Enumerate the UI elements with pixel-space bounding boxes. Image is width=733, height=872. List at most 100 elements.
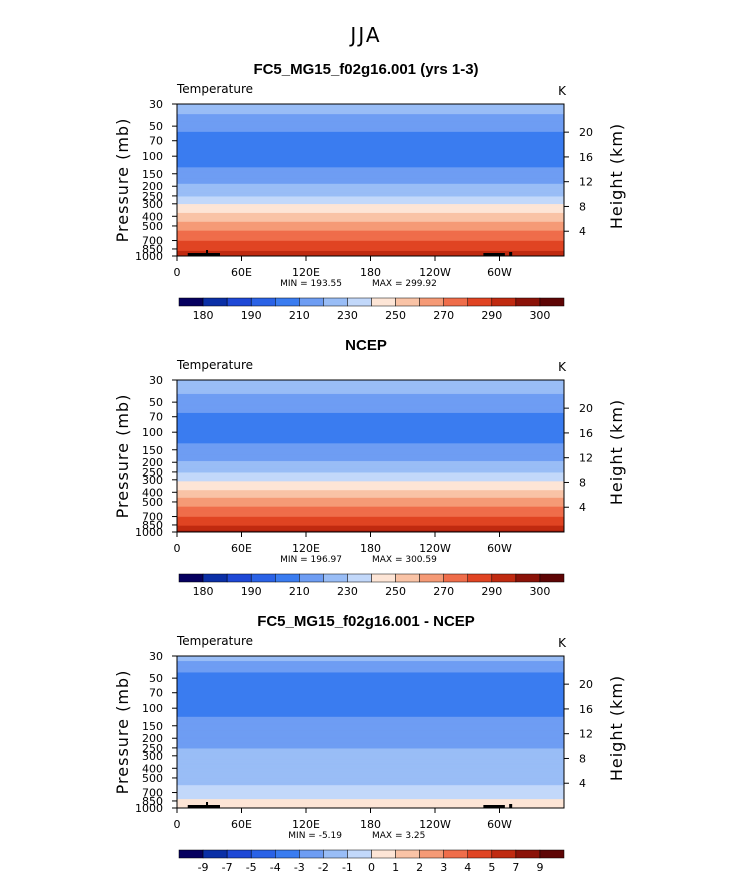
contour-band <box>177 235 564 238</box>
y-tick-label: 850 <box>142 519 163 532</box>
contour-band <box>177 671 564 674</box>
height-tick-label: 4 <box>579 501 586 514</box>
contour-band <box>177 747 564 750</box>
contour-band <box>177 395 564 398</box>
terrain-mask <box>206 802 209 808</box>
x-tick-label: 0 <box>174 542 181 555</box>
contour-band <box>177 416 564 419</box>
contour-band <box>177 715 564 718</box>
colorbar-swatch <box>395 849 420 859</box>
variable-label: Temperature <box>176 82 253 96</box>
contour-band <box>177 524 564 527</box>
contour-band <box>177 789 564 791</box>
colorbar-swatch <box>467 297 493 307</box>
contour-band <box>177 172 564 175</box>
contour-band <box>177 215 564 218</box>
contour-band <box>177 391 564 394</box>
contour-band <box>177 725 564 728</box>
contour-band <box>177 152 564 154</box>
contour-band <box>177 209 564 211</box>
x-tick-label: 120W <box>419 542 451 555</box>
x-tick-label: 120E <box>292 818 320 831</box>
y-tick-label: 300 <box>142 750 163 763</box>
x-tick-label: 120W <box>419 818 451 831</box>
contour-band <box>177 699 564 701</box>
y-tick-label: 250 <box>142 742 163 755</box>
contour-band <box>177 718 564 720</box>
contour-band <box>177 472 564 475</box>
variable-label: Temperature <box>176 358 253 372</box>
contour-band <box>177 743 564 746</box>
y-tick-label: 250 <box>142 190 163 203</box>
contour-band <box>177 164 564 167</box>
colorbar-label: -3 <box>294 861 305 872</box>
contour-band <box>177 669 564 672</box>
contour-band <box>177 117 564 120</box>
contour-band <box>177 226 564 229</box>
variable-label: Temperature <box>176 634 253 648</box>
unit-label: K <box>558 84 567 98</box>
contour-band <box>177 469 564 472</box>
contour-band <box>177 711 564 714</box>
contour-band <box>177 388 564 391</box>
contour-band <box>177 431 564 434</box>
contour-band <box>177 477 564 480</box>
colorbar-label: 190 <box>241 585 262 598</box>
terrain-mask <box>187 805 220 808</box>
contour-band <box>177 499 564 501</box>
colorbar-label: 180 <box>193 309 214 322</box>
contour-band <box>177 772 564 775</box>
contour-band <box>177 437 564 439</box>
contour-band <box>177 401 564 404</box>
contour-band <box>177 245 564 248</box>
contour-band <box>177 691 564 694</box>
contour-band <box>177 709 564 712</box>
contour-band <box>177 729 564 732</box>
contour-band <box>177 420 564 423</box>
contour-band <box>177 661 564 663</box>
contour-band <box>177 786 564 789</box>
y-tick-label: 150 <box>142 720 163 733</box>
contour-band <box>177 794 564 796</box>
contour-band <box>177 233 564 236</box>
contour-band <box>177 410 564 413</box>
contour-band <box>177 797 564 800</box>
contour-band <box>177 519 564 522</box>
colorbar-swatch <box>443 573 468 583</box>
contour-band <box>177 687 564 690</box>
colorbar-swatch <box>419 573 444 583</box>
colorbar-label: 1 <box>392 861 399 872</box>
contour-band <box>177 439 564 442</box>
contour-band <box>177 740 564 743</box>
contour-band <box>177 515 564 518</box>
contour-band <box>177 216 564 219</box>
colorbar-swatch <box>419 297 444 307</box>
contour-band <box>177 710 564 713</box>
colorbar: 180 190 210 230 250 270 290 300 <box>178 297 565 322</box>
contour-band <box>177 430 564 433</box>
colorbar-swatch <box>275 849 300 859</box>
contour-band <box>177 696 564 699</box>
min-label: MIN = 193.55 <box>280 279 342 289</box>
contour-band <box>177 523 564 525</box>
contour-band <box>177 424 564 427</box>
contour-band <box>177 412 564 415</box>
y-tick-label: 400 <box>142 486 163 499</box>
colorbar-swatch <box>178 573 204 583</box>
x-tick-label: 180 <box>360 542 381 555</box>
y-tick-label: 70 <box>149 135 163 148</box>
contour-band <box>177 136 564 139</box>
y-tick-label: 850 <box>142 795 163 808</box>
contour-band <box>177 781 564 784</box>
height-tick-label: 16 <box>579 427 593 440</box>
y-tick-label: 70 <box>149 411 163 424</box>
contour-band <box>177 129 564 132</box>
x-tick-label: 120E <box>292 266 320 279</box>
terrain-mask <box>206 250 209 256</box>
contour-band <box>177 125 564 128</box>
contour-band <box>177 771 564 774</box>
contour-band <box>177 762 564 765</box>
contour-band <box>177 104 564 106</box>
contour-band <box>177 425 564 428</box>
colorbar-label: -4 <box>270 861 281 872</box>
